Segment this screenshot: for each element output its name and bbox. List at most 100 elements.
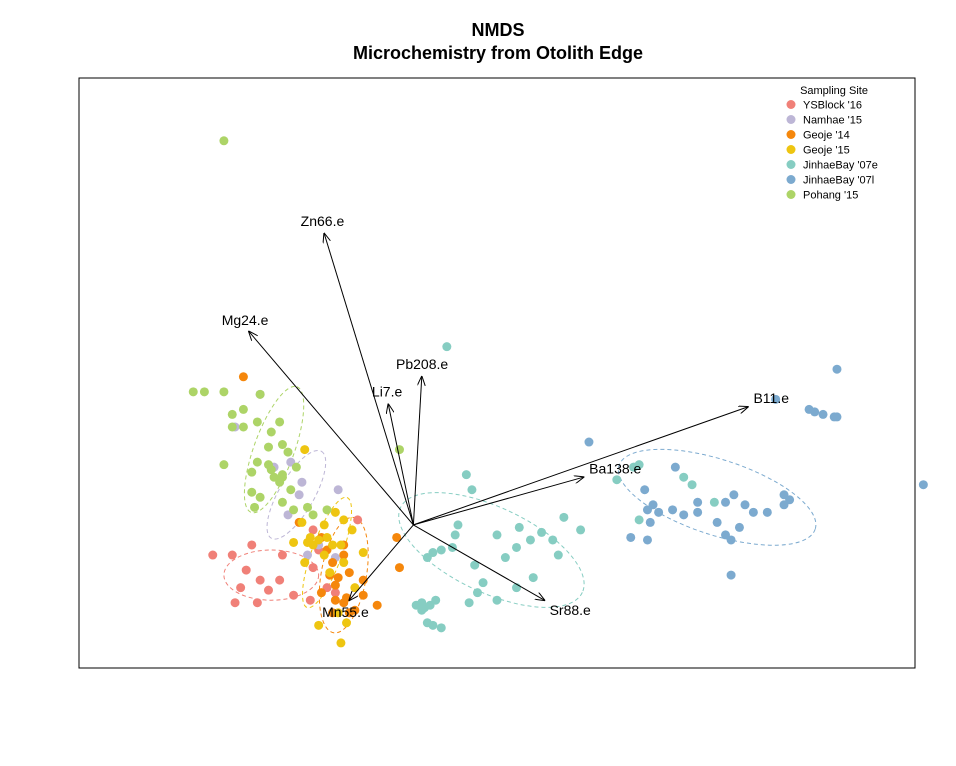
point-jinhaebay-07l: [734, 522, 744, 532]
point-geoje-15: [333, 608, 343, 618]
point-jinhaebay-07l: [918, 480, 928, 490]
point-geoje-14: [392, 532, 402, 542]
vector-label-zn66-e: Zn66.e: [301, 213, 345, 229]
point-geoje-15: [336, 540, 346, 550]
point-pohang-15: [289, 505, 299, 515]
point-jinhaebay-07l: [648, 500, 658, 510]
point-geoje-15: [325, 568, 335, 578]
point-jinhaebay-07l: [729, 490, 739, 500]
point-jinhaebay-07l: [670, 462, 680, 472]
point-ysblock-16: [353, 515, 363, 525]
point-geoje-14: [358, 575, 368, 585]
point-geoje-15: [347, 525, 357, 535]
point-jinhaebay-07l: [721, 497, 731, 507]
point-pohang-15: [275, 477, 285, 487]
point-namhae-15: [303, 550, 313, 560]
vector-arrow-mg24-e: [249, 332, 414, 526]
point-geoje-14: [330, 595, 340, 605]
point-jinhaebay-07e: [709, 497, 719, 507]
point-jinhaebay-07l: [726, 535, 736, 545]
point-jinhaebay-07e: [553, 550, 563, 560]
point-ysblock-16: [236, 583, 246, 593]
point-geoje-14: [339, 550, 349, 560]
point-pohang-15: [303, 502, 313, 512]
legend-label-geoje-14: Geoje '14: [803, 130, 850, 142]
point-jinhaebay-07e: [559, 512, 569, 522]
point-geoje-14: [238, 372, 248, 382]
point-geoje-15: [300, 445, 310, 455]
point-geoje-14: [394, 563, 404, 573]
point-jinhaebay-07e: [464, 598, 474, 608]
point-jinhaebay-07e: [528, 573, 538, 583]
chart-subtitle: Microchemistry from Otolith Edge: [353, 43, 643, 63]
point-jinhaebay-07l: [832, 364, 842, 374]
point-jinhaebay-07e: [436, 545, 446, 555]
vector-label-pb208-e: Pb208.e: [396, 356, 448, 372]
chart-title: NMDS: [472, 20, 525, 40]
point-jinhaebay-07l: [726, 570, 736, 580]
point-jinhaebay-07e: [576, 525, 586, 535]
legend-title: Sampling Site: [800, 85, 868, 97]
point-pohang-15: [252, 417, 262, 427]
point-jinhaebay-07e: [492, 595, 502, 605]
point-pohang-15: [277, 440, 287, 450]
point-geoje-15: [336, 638, 346, 648]
point-jinhaebay-07e: [442, 342, 452, 352]
legend-marker-ysblock-16: [786, 100, 796, 109]
point-jinhaebay-07l: [712, 517, 722, 527]
point-jinhaebay-07l: [818, 409, 828, 419]
point-jinhaebay-07e: [436, 623, 446, 633]
point-jinhaebay-07e: [679, 472, 689, 482]
plot-frame: [78, 77, 916, 669]
point-geoje-14: [372, 600, 382, 610]
point-ysblock-16: [330, 588, 340, 598]
point-pohang-15: [219, 136, 229, 146]
point-geoje-14: [316, 588, 326, 598]
point-pohang-15: [255, 492, 265, 502]
vector-label-b11-e: B11.e: [753, 390, 789, 406]
vector-label-mn55-e: Mn55.e: [322, 604, 369, 620]
point-jinhaebay-07l: [810, 407, 820, 417]
point-namhae-15: [333, 485, 343, 495]
point-pohang-15: [219, 460, 229, 470]
point-pohang-15: [277, 497, 287, 507]
legend-label-jinhaebay-07e: JinhaeBay '07e: [803, 160, 878, 172]
vector-label-ba138-e: Ba138.e: [589, 461, 641, 477]
point-jinhaebay-07e: [634, 460, 644, 470]
point-namhae-15: [297, 477, 307, 487]
point-jinhaebay-07l: [740, 500, 750, 510]
point-pohang-15: [199, 387, 209, 397]
legend-label-jinhaebay-07l: JinhaeBay '07l: [803, 175, 874, 187]
point-jinhaebay-07l: [654, 507, 664, 517]
point-pohang-15: [266, 465, 276, 475]
point-ysblock-16: [241, 565, 251, 575]
point-jinhaebay-07l: [771, 394, 781, 404]
point-jinhaebay-07e: [425, 600, 435, 610]
vector-arrow-mn55-e: [349, 524, 414, 600]
point-geoje-15: [339, 558, 349, 568]
point-jinhaebay-07e: [467, 485, 477, 495]
point-jinhaebay-07e: [514, 522, 524, 532]
point-pohang-15: [238, 404, 248, 414]
vector-arrow-ba138-e: [413, 477, 583, 526]
point-geoje-15: [328, 540, 338, 550]
point-jinhaebay-07l: [640, 485, 650, 495]
point-geoje-15: [314, 535, 324, 545]
point-geoje-14: [344, 568, 354, 578]
legend-marker-jinhaebay-07l: [786, 175, 796, 184]
point-jinhaebay-07e: [525, 535, 535, 545]
point-ysblock-16: [227, 550, 237, 560]
sample-points: [188, 136, 928, 648]
legend-marker-namhae-15: [786, 115, 796, 124]
point-jinhaebay-07e: [453, 520, 463, 530]
point-geoje-15: [342, 618, 352, 628]
point-ysblock-16: [247, 540, 257, 550]
point-jinhaebay-07l: [748, 507, 758, 517]
point-geoje-15: [300, 558, 310, 568]
point-ysblock-16: [263, 585, 273, 595]
vector-label-li7-e: Li7.e: [372, 384, 403, 400]
point-geoje-15: [305, 532, 315, 542]
ellipse-pohang-15: [243, 385, 305, 514]
point-jinhaebay-07l: [762, 507, 772, 517]
